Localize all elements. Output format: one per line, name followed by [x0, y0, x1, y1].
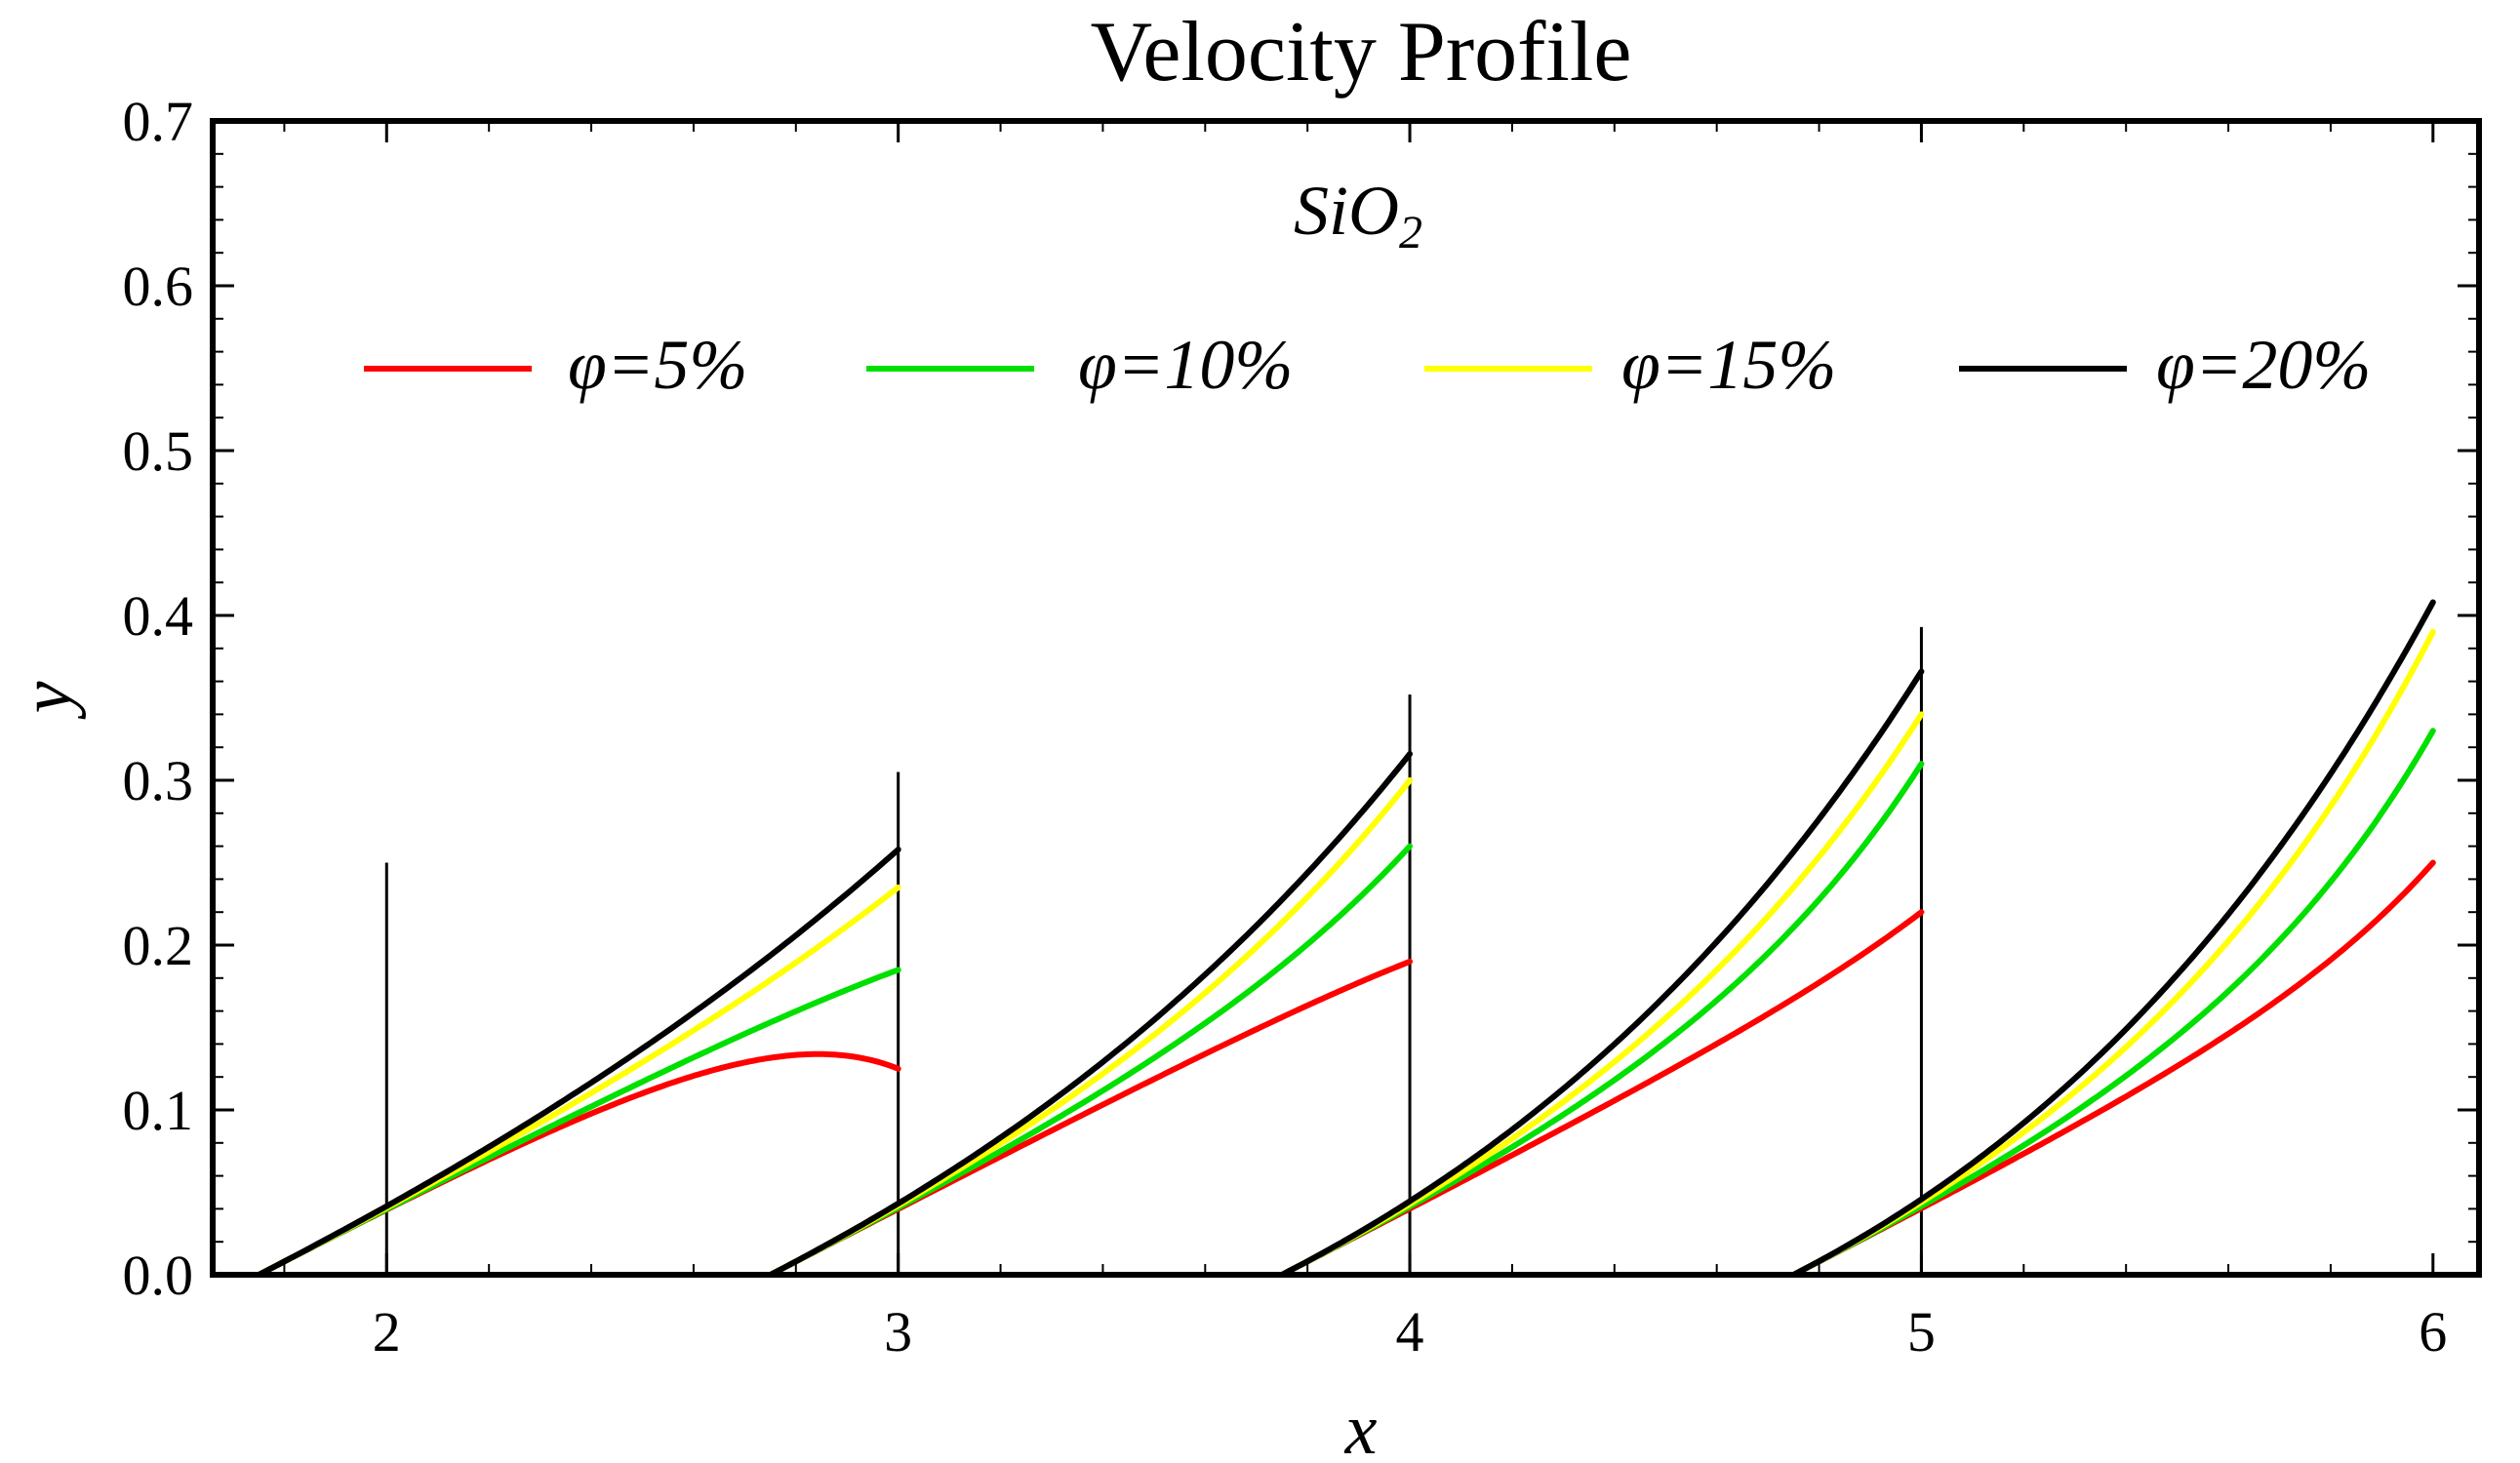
plot-area — [256, 599, 2436, 1278]
y-tick-label-1: 0.0 — [123, 1244, 194, 1307]
series-4-profile-2 — [767, 751, 1413, 1278]
series-4-profile-3 — [1279, 668, 1925, 1278]
x-tick-label-3: 4 — [1396, 1300, 1424, 1364]
legend-label-4: φ=20% — [2156, 326, 2371, 404]
plot-frame — [210, 118, 2482, 1278]
y-tick-label-8: 0.7 — [123, 90, 194, 153]
annotation-sio2: SiO2 — [1294, 172, 1422, 258]
x-tick-label-2: 3 — [884, 1300, 912, 1364]
x-tick-label-1: 2 — [373, 1300, 401, 1364]
x-tick-labels: 2 3 4 5 6 — [373, 1300, 2448, 1364]
legend-label-2: φ=10% — [1078, 326, 1293, 404]
y-tick-label-7: 0.6 — [123, 255, 194, 318]
series-1-profile-1 — [256, 1050, 901, 1278]
annotation-text: SiO — [1294, 172, 1399, 250]
series-2-profile-1 — [256, 967, 901, 1278]
legend: φ=5% φ=10% φ=15% φ=20% — [364, 326, 2371, 404]
series-4-profile-4 — [1790, 599, 2436, 1278]
series-2-profile-3 — [1279, 761, 1925, 1278]
chart-title: Velocity Profile — [1091, 5, 1632, 99]
legend-label-3: φ=15% — [1621, 326, 1836, 404]
y-tick-labels: 0.0 0.1 0.2 0.3 0.4 0.5 0.6 0.7 — [123, 90, 194, 1307]
series-3-profile-3 — [1279, 711, 1925, 1278]
annotation-subscript: 2 — [1399, 207, 1422, 258]
series-4-profile-1 — [256, 847, 901, 1278]
series-3-profile-2 — [767, 777, 1413, 1278]
y-tick-label-2: 0.1 — [123, 1079, 194, 1142]
series-1-profile-4 — [1790, 859, 2436, 1278]
y-axis-label: y — [7, 681, 87, 720]
axis-ticks — [213, 119, 2479, 1277]
y-tick-label-3: 0.2 — [123, 914, 194, 977]
y-tick-label-6: 0.5 — [123, 419, 194, 483]
x-axis-label: x — [1344, 1390, 1378, 1463]
x-tick-label-4: 5 — [1907, 1300, 1936, 1364]
y-tick-label-5: 0.4 — [123, 584, 194, 648]
legend-label-1: φ=5% — [568, 326, 747, 404]
y-tick-label-4: 0.3 — [123, 749, 194, 812]
series-3-profile-1 — [256, 884, 901, 1278]
x-tick-label-5: 6 — [2419, 1300, 2447, 1364]
